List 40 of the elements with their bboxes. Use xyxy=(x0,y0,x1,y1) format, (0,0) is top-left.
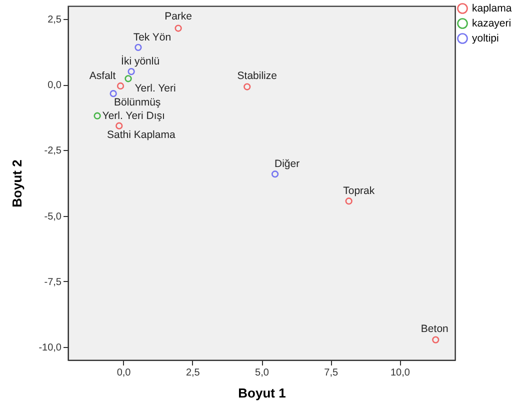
x-tick-label: 2,5 xyxy=(186,368,200,378)
y-tick-label: 0,0 xyxy=(48,80,62,92)
annotation: Stabilize xyxy=(237,70,278,82)
point xyxy=(134,44,142,51)
point xyxy=(174,24,182,32)
x-tick-label: 10,0 xyxy=(390,368,410,378)
annotation: Yerl. Yeri Dışı xyxy=(102,110,165,122)
annotation: Diğer xyxy=(274,158,300,170)
legend-label: yoltipi xyxy=(472,32,499,44)
annotation: Toprak xyxy=(343,185,376,198)
annotation: Parke xyxy=(164,10,192,22)
x-tick-label: 5,0 xyxy=(255,368,270,378)
point xyxy=(271,170,279,178)
point xyxy=(110,90,117,98)
y-tick-label: 2,5 xyxy=(48,14,62,26)
y-tick-label: -7,5 xyxy=(44,276,62,288)
point xyxy=(116,122,123,130)
point xyxy=(345,198,352,205)
point xyxy=(116,82,124,90)
y-tick-label: -2,5 xyxy=(44,146,62,157)
legend-label: kaplama xyxy=(472,2,512,14)
x-tick-label: 0,0 xyxy=(116,368,132,378)
annotation: İki yönlü xyxy=(121,54,160,68)
y-axis-title: Boyut 2 xyxy=(10,160,25,208)
point xyxy=(244,83,251,90)
legend-label: kazayeri xyxy=(472,18,512,30)
annotation: Beton xyxy=(420,322,449,335)
annotation: Tek Yön xyxy=(133,31,172,44)
y-tick-label: -5,0 xyxy=(44,211,62,222)
annotation: Sathi Kaplama xyxy=(106,128,176,141)
point xyxy=(94,112,101,120)
point xyxy=(124,75,132,82)
annotation: Yerl. Yeri xyxy=(134,82,176,95)
point xyxy=(128,68,135,76)
x-tick-label: 7,5 xyxy=(324,368,338,378)
annotation: Asfalt xyxy=(89,70,116,82)
point xyxy=(432,336,440,344)
annotation: Bölünmüş xyxy=(114,96,161,109)
x-axis-title: Boyut 1 xyxy=(238,386,286,400)
y-tick-label: -10,0 xyxy=(38,342,62,354)
